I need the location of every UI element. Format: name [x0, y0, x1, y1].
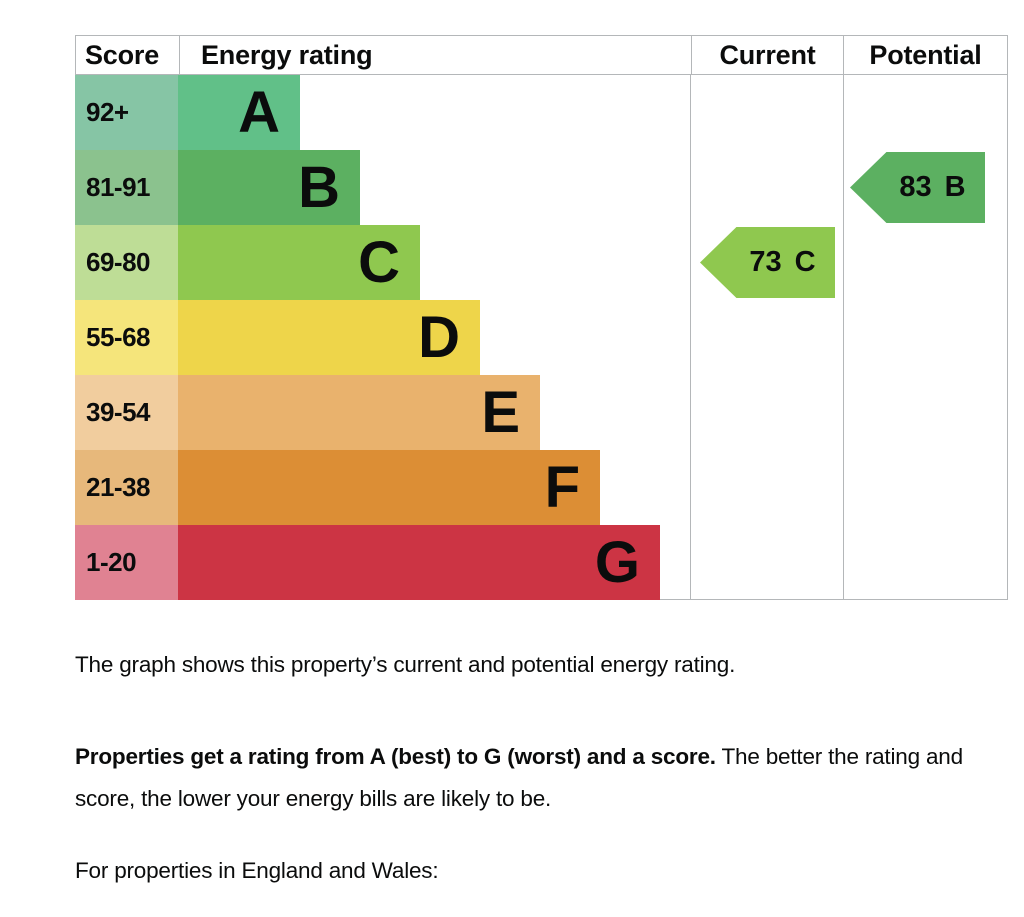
header-energy-rating: Energy rating: [179, 36, 691, 74]
potential-band: B: [944, 171, 966, 203]
paragraph-england-wales: For properties in England and Wales:: [75, 858, 439, 883]
score-range-b: 81-91: [75, 150, 178, 225]
band-letter-e: E: [481, 379, 520, 445]
current-score: 73: [749, 246, 782, 278]
potential-score: 83: [899, 171, 932, 203]
band-bar-d: D: [178, 300, 480, 375]
score-range-c: 69-80: [75, 225, 178, 300]
band-row-f: 21-38 F: [75, 450, 1007, 525]
band-bar-e: E: [178, 375, 540, 450]
band-row-a: 92+ A: [75, 75, 1007, 150]
epc-rating-chart: Score Energy rating Current Potential 92…: [75, 35, 1008, 600]
chart-header-row: Score Energy rating Current Potential: [75, 35, 1008, 75]
header-current: Current: [691, 36, 843, 74]
band-bar-b: B: [178, 150, 360, 225]
band-row-g: 1-20 G: [75, 525, 1007, 600]
band-bar-f: F: [178, 450, 600, 525]
score-range-a: 92+: [75, 75, 178, 150]
band-letter-a: A: [238, 79, 280, 145]
band-bar-c: C: [178, 225, 420, 300]
band-letter-d: D: [418, 304, 460, 370]
band-letter-f: F: [544, 454, 580, 520]
rating-explanation-rest: The better the rating and score, the low…: [75, 744, 963, 811]
header-score: Score: [85, 40, 160, 70]
score-range-e: 39-54: [75, 375, 178, 450]
band-row-e: 39-54 E: [75, 375, 1007, 450]
band-row-b: 81-91 B: [75, 150, 1007, 225]
band-bar-a: A: [178, 75, 300, 150]
chart-body: 92+ A 81-91 B 69-80 C 55-68 D: [75, 75, 1008, 600]
score-range-d: 55-68: [75, 300, 178, 375]
band-bar-g: G: [178, 525, 660, 600]
current-band: C: [794, 246, 816, 278]
column-divider-current: [690, 75, 691, 599]
band-letter-c: C: [358, 229, 400, 295]
band-row-c: 69-80 C: [75, 225, 1007, 300]
score-range-g: 1-20: [75, 525, 178, 600]
band-row-d: 55-68 D: [75, 300, 1007, 375]
column-divider-potential: [843, 75, 844, 599]
rating-explanation-bold: Properties get a rating from A (best) to…: [75, 744, 716, 769]
band-letter-b: B: [298, 154, 340, 220]
caption-graph-description: The graph shows this property’s current …: [75, 652, 736, 677]
band-letter-g: G: [594, 529, 640, 595]
header-potential: Potential: [843, 36, 1007, 74]
paragraph-rating-explanation: Properties get a rating from A (best) to…: [75, 736, 987, 820]
score-range-f: 21-38: [75, 450, 178, 525]
